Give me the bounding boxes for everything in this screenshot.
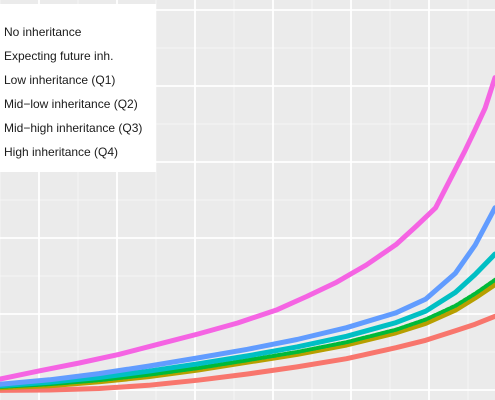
legend-label-2: Expecting future inh.: [4, 49, 113, 63]
series-line-1: [0, 313, 495, 393]
legend-label-6: High inheritance (Q4): [4, 145, 118, 159]
legend-label-5: Mid−high inheritance (Q3): [4, 121, 142, 135]
legend-label-1: No inheritance: [4, 25, 82, 39]
series-line-5: [0, 205, 495, 387]
legend: No inheritance Expecting future inh. Low i…: [0, 4, 156, 172]
legend-label-3: Low inheritance (Q1): [4, 73, 115, 87]
series-line-3: [0, 277, 495, 389]
legend-background: [0, 4, 156, 172]
legend-label-4: Mid−low inheritance (Q2): [4, 97, 138, 111]
series-line-4: [0, 251, 495, 389]
series-line-6: [0, 75, 495, 382]
series-lines: [0, 75, 495, 393]
